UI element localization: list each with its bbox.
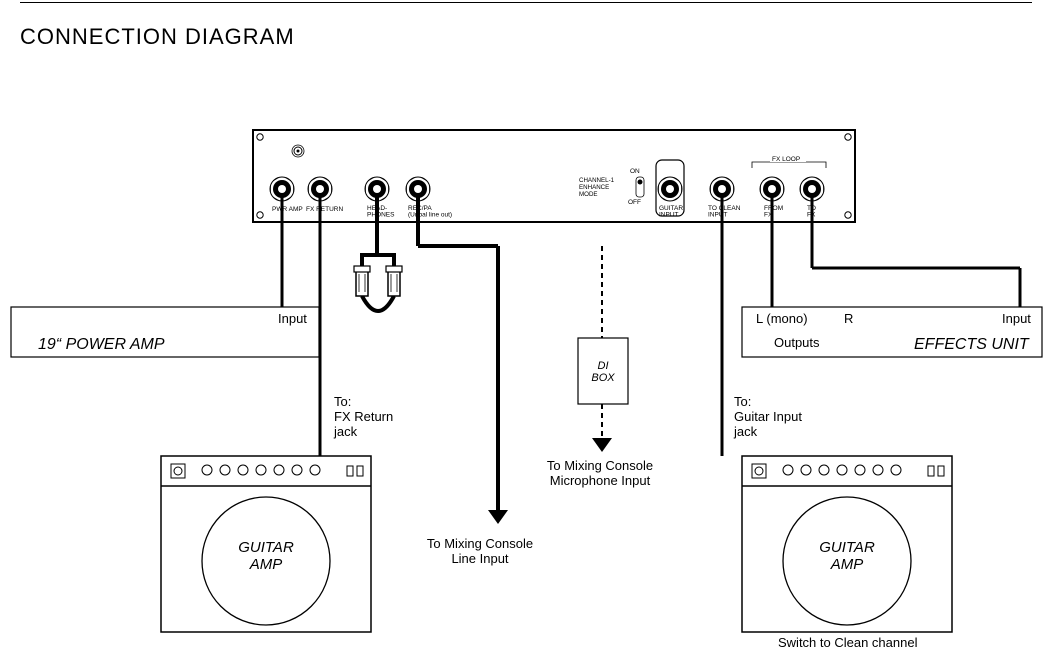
svg-text:Input: Input bbox=[1002, 311, 1031, 326]
svg-text:OFF: OFF bbox=[628, 199, 641, 206]
svg-text:19“ POWER AMP: 19“ POWER AMP bbox=[38, 336, 165, 353]
svg-text:Switch to Clean channel: Switch to Clean channel bbox=[778, 635, 918, 650]
svg-text:Input: Input bbox=[278, 311, 307, 326]
svg-text:To:FX Returnjack: To:FX Returnjack bbox=[333, 394, 393, 439]
svg-text:FX RETURN: FX RETURN bbox=[306, 206, 344, 213]
svg-text:ON: ON bbox=[630, 168, 640, 175]
svg-text:To:Guitar Inputjack: To:Guitar Inputjack bbox=[733, 394, 802, 439]
svg-text:FX LOOP: FX LOOP bbox=[772, 156, 800, 163]
svg-text:GUITARAMP: GUITARAMP bbox=[238, 539, 294, 573]
svg-text:PWR AMP: PWR AMP bbox=[272, 206, 303, 213]
svg-text:DIBOX: DIBOX bbox=[591, 360, 615, 384]
svg-text:Outputs: Outputs bbox=[774, 335, 820, 350]
svg-text:EFFECTS UNIT: EFFECTS UNIT bbox=[914, 336, 1030, 353]
svg-text:GUITARAMP: GUITARAMP bbox=[819, 539, 875, 573]
svg-text:To Mixing ConsoleLine Input: To Mixing ConsoleLine Input bbox=[427, 536, 533, 566]
diagram-canvas: PWR AMPFX RETURNHEAD-PHONESREC/PA(Unbal … bbox=[0, 0, 1056, 666]
svg-text:R: R bbox=[844, 311, 853, 326]
svg-text:To Mixing ConsoleMicrophone In: To Mixing ConsoleMicrophone Input bbox=[547, 458, 653, 488]
svg-text:L (mono): L (mono) bbox=[756, 311, 808, 326]
